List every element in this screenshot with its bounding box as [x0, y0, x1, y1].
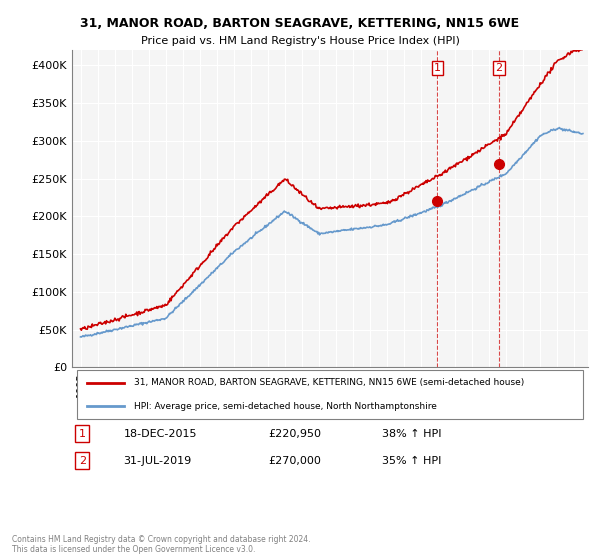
Text: 2: 2	[496, 63, 503, 73]
Text: 1: 1	[79, 428, 86, 438]
Text: £270,000: £270,000	[268, 456, 321, 466]
Text: 35% ↑ HPI: 35% ↑ HPI	[382, 456, 441, 466]
Text: 31, MANOR ROAD, BARTON SEAGRAVE, KETTERING, NN15 6WE (semi-detached house): 31, MANOR ROAD, BARTON SEAGRAVE, KETTERI…	[134, 378, 524, 387]
Text: HPI: Average price, semi-detached house, North Northamptonshire: HPI: Average price, semi-detached house,…	[134, 402, 437, 411]
Text: 1: 1	[434, 63, 441, 73]
Text: 38% ↑ HPI: 38% ↑ HPI	[382, 428, 441, 438]
Text: Price paid vs. HM Land Registry's House Price Index (HPI): Price paid vs. HM Land Registry's House …	[140, 36, 460, 46]
Text: Contains HM Land Registry data © Crown copyright and database right 2024.
This d: Contains HM Land Registry data © Crown c…	[12, 535, 311, 554]
FancyBboxPatch shape	[77, 370, 583, 419]
Text: 31-JUL-2019: 31-JUL-2019	[124, 456, 192, 466]
Text: 31, MANOR ROAD, BARTON SEAGRAVE, KETTERING, NN15 6WE: 31, MANOR ROAD, BARTON SEAGRAVE, KETTERI…	[80, 17, 520, 30]
Text: £220,950: £220,950	[268, 428, 321, 438]
Text: 2: 2	[79, 456, 86, 466]
Text: 18-DEC-2015: 18-DEC-2015	[124, 428, 197, 438]
